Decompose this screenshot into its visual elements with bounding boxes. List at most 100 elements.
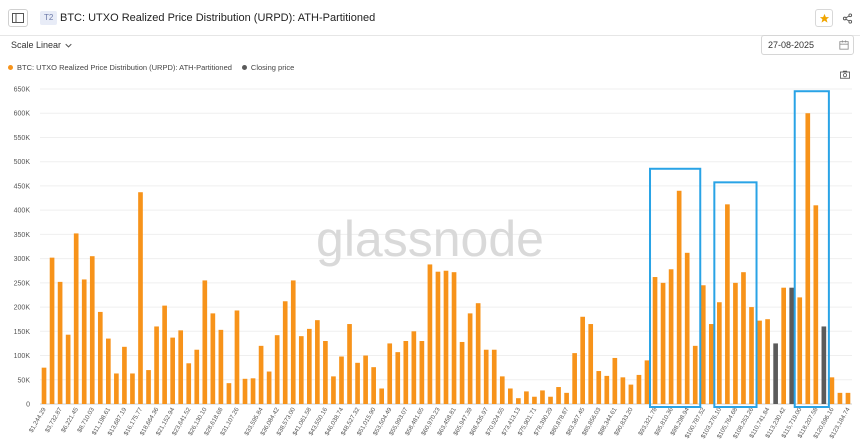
urpd-bar[interactable]: [604, 375, 610, 404]
urpd-bar[interactable]: [162, 305, 167, 404]
urpd-bar[interactable]: [507, 388, 513, 404]
urpd-bar[interactable]: [540, 390, 545, 404]
urpd-bar[interactable]: [628, 384, 634, 404]
urpd-bar[interactable]: [371, 367, 376, 404]
urpd-bar[interactable]: [475, 303, 481, 404]
urpd-bar[interactable]: [700, 285, 706, 404]
urpd-bar[interactable]: [130, 373, 135, 404]
urpd-bar[interactable]: [733, 282, 738, 404]
urpd-bar[interactable]: [580, 316, 586, 404]
urpd-bar[interactable]: [315, 320, 320, 404]
urpd-bar[interactable]: [57, 281, 63, 404]
urpd-bar[interactable]: [805, 113, 811, 404]
urpd-bar[interactable]: [419, 341, 425, 404]
closing-price-bar[interactable]: [773, 343, 778, 404]
urpd-bar[interactable]: [596, 371, 602, 404]
urpd-bar[interactable]: [210, 313, 216, 404]
urpd-bar[interactable]: [387, 343, 393, 404]
urpd-bar[interactable]: [395, 352, 401, 404]
urpd-bar[interactable]: [532, 396, 537, 404]
urpd-bar[interactable]: [379, 388, 385, 404]
urpd-bar[interactable]: [154, 326, 159, 404]
urpd-bar[interactable]: [403, 341, 409, 404]
urpd-bar[interactable]: [620, 377, 626, 404]
urpd-bar[interactable]: [355, 362, 360, 404]
urpd-bar[interactable]: [81, 279, 87, 404]
urpd-bar[interactable]: [443, 270, 449, 404]
urpd-bar[interactable]: [676, 190, 682, 404]
urpd-bar[interactable]: [282, 301, 288, 404]
urpd-bar[interactable]: [73, 233, 79, 404]
urpd-bar[interactable]: [435, 271, 441, 404]
urpd-bar[interactable]: [644, 360, 650, 404]
urpd-bar[interactable]: [845, 392, 851, 404]
urpd-bar[interactable]: [572, 353, 577, 404]
urpd-bar[interactable]: [499, 376, 505, 404]
urpd-bar[interactable]: [781, 287, 786, 404]
urpd-bar[interactable]: [708, 324, 714, 404]
urpd-bar[interactable]: [114, 373, 119, 404]
urpd-bar[interactable]: [226, 383, 232, 404]
urpd-bar[interactable]: [765, 319, 770, 404]
urpd-bar[interactable]: [660, 282, 666, 404]
urpd-bar[interactable]: [459, 341, 465, 404]
urpd-bar[interactable]: [548, 396, 553, 404]
urpd-bar[interactable]: [491, 349, 497, 404]
urpd-bar[interactable]: [652, 277, 658, 404]
urpd-bar[interactable]: [323, 341, 328, 404]
urpd-bar[interactable]: [89, 256, 95, 404]
urpd-bar[interactable]: [122, 346, 127, 404]
urpd-bar[interactable]: [65, 334, 71, 404]
urpd-bar[interactable]: [146, 370, 151, 404]
urpd-bar[interactable]: [588, 324, 594, 404]
closing-price-bar[interactable]: [821, 326, 827, 404]
urpd-bar[interactable]: [741, 272, 746, 404]
urpd-bar[interactable]: [347, 324, 352, 404]
date-field[interactable]: 27-08-2025: [761, 35, 854, 55]
urpd-bar[interactable]: [524, 391, 529, 404]
scale-dropdown[interactable]: Scale Linear: [11, 40, 72, 50]
urpd-bar[interactable]: [106, 338, 111, 404]
urpd-bar[interactable]: [242, 378, 248, 404]
urpd-bar[interactable]: [564, 392, 569, 404]
favorite-button[interactable]: [815, 9, 833, 27]
urpd-bar[interactable]: [49, 257, 55, 404]
urpd-bar[interactable]: [218, 329, 224, 404]
urpd-bar[interactable]: [339, 356, 344, 404]
urpd-bar[interactable]: [411, 331, 417, 404]
urpd-bar[interactable]: [829, 377, 835, 404]
urpd-bar[interactable]: [138, 192, 143, 404]
urpd-bar[interactable]: [202, 280, 208, 404]
urpd-bar[interactable]: [516, 398, 521, 404]
urpd-bar[interactable]: [797, 297, 803, 404]
urpd-bar[interactable]: [725, 204, 730, 404]
urpd-bar[interactable]: [250, 378, 256, 404]
urpd-bar[interactable]: [178, 330, 184, 404]
screenshot-button[interactable]: [840, 66, 850, 79]
legend-item-urpd[interactable]: BTC: UTXO Realized Price Distribution (U…: [8, 63, 232, 72]
urpd-bar[interactable]: [298, 336, 304, 404]
urpd-bar[interactable]: [97, 311, 103, 404]
urpd-bar[interactable]: [483, 349, 489, 404]
urpd-bar[interactable]: [41, 367, 47, 404]
closing-price-bar[interactable]: [789, 287, 795, 404]
urpd-bar[interactable]: [813, 205, 819, 404]
legend-item-closing-price[interactable]: Closing price: [241, 63, 294, 72]
share-button[interactable]: [838, 9, 856, 27]
urpd-bar[interactable]: [266, 371, 272, 404]
urpd-bar[interactable]: [274, 335, 280, 404]
urpd-bar[interactable]: [194, 349, 200, 404]
urpd-bar[interactable]: [467, 313, 473, 404]
urpd-bar[interactable]: [331, 376, 336, 404]
urpd-bar[interactable]: [306, 328, 312, 404]
urpd-bar[interactable]: [170, 337, 175, 404]
urpd-bar[interactable]: [186, 363, 192, 404]
urpd-bar[interactable]: [757, 320, 762, 404]
urpd-bar[interactable]: [290, 280, 296, 404]
urpd-bar[interactable]: [451, 272, 457, 404]
sidebar-toggle-button[interactable]: [8, 9, 28, 27]
urpd-bar[interactable]: [234, 310, 240, 404]
urpd-bar[interactable]: [636, 374, 642, 404]
urpd-bar[interactable]: [427, 264, 433, 404]
urpd-bar[interactable]: [556, 387, 561, 404]
